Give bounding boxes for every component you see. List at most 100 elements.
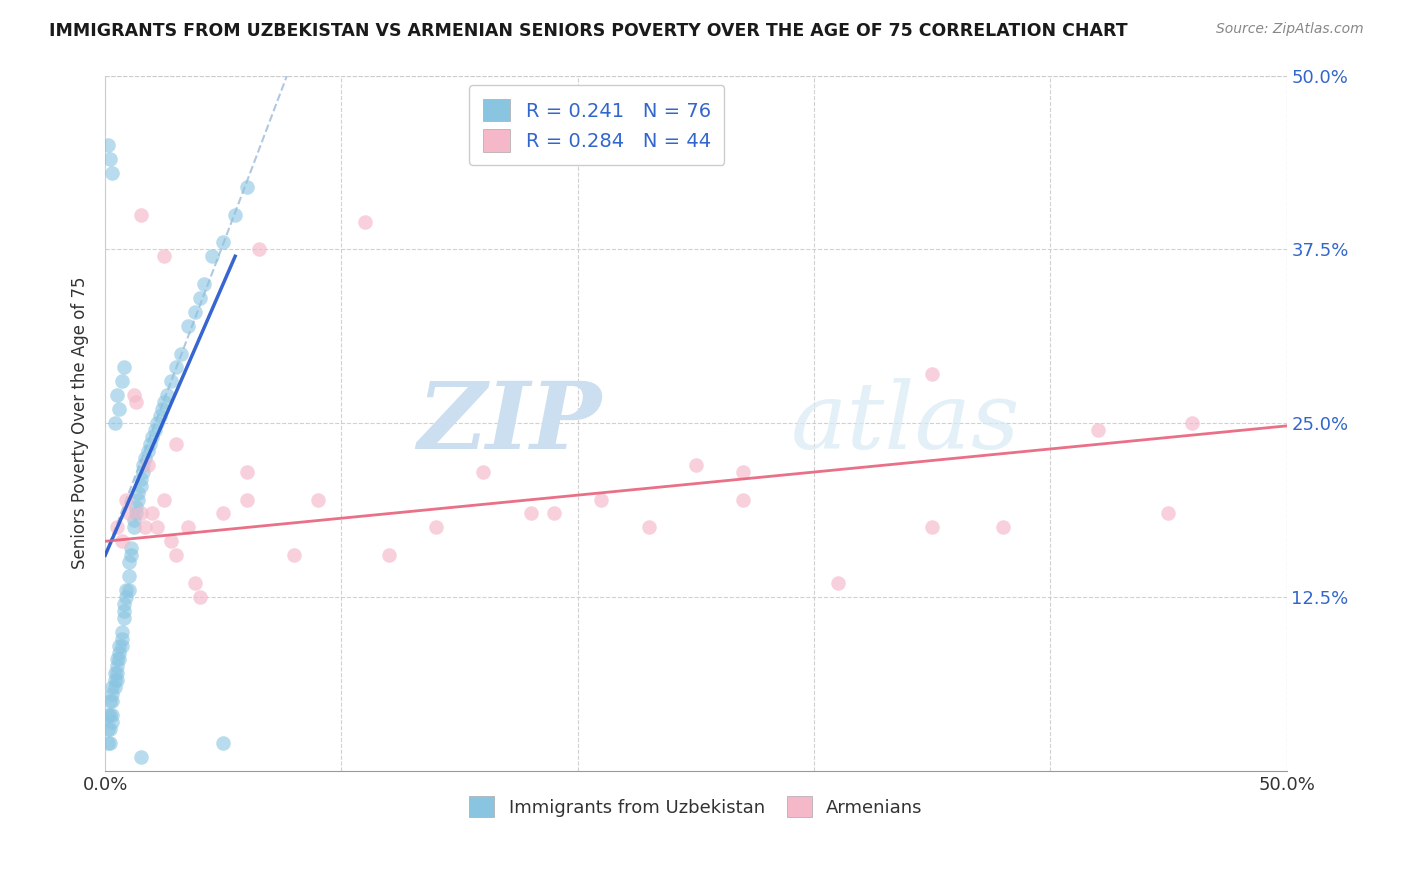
Point [921, 368, 943, 382]
Point [146, 416, 169, 430]
Point [132, 465, 155, 479]
Point [170, 346, 193, 360]
Point [115, 582, 138, 597]
Point [1181, 416, 1204, 430]
Point [122, 513, 145, 527]
Point [104, 666, 127, 681]
Point [543, 507, 565, 521]
Point [104, 416, 127, 430]
Point [112, 604, 135, 618]
Point [733, 492, 755, 507]
Point [184, 576, 207, 591]
Text: Source: ZipAtlas.com: Source: ZipAtlas.com [1216, 22, 1364, 37]
Point [160, 375, 183, 389]
Point [129, 749, 152, 764]
Point [184, 305, 207, 319]
Point [160, 534, 183, 549]
Point [165, 437, 187, 451]
Point [111, 624, 134, 639]
Point [112, 597, 135, 611]
Point [97, 736, 120, 750]
Point [1157, 507, 1180, 521]
Point [101, 708, 124, 723]
Point [132, 458, 155, 472]
Point [224, 208, 246, 222]
Point [127, 485, 149, 500]
Point [188, 291, 211, 305]
Point [1087, 423, 1109, 437]
Point [156, 388, 179, 402]
Point [105, 388, 128, 402]
Point [105, 673, 128, 688]
Point [165, 548, 187, 562]
Point [212, 507, 235, 521]
Point [112, 611, 135, 625]
Point [105, 520, 128, 534]
Point [236, 179, 259, 194]
Point [139, 437, 162, 451]
Point [98, 722, 121, 736]
Point [111, 534, 134, 549]
Point [354, 214, 377, 228]
Point [136, 458, 159, 472]
Point [97, 722, 120, 736]
Point [153, 395, 176, 409]
Point [104, 680, 127, 694]
Point [236, 465, 259, 479]
Point [307, 492, 329, 507]
Point [101, 687, 124, 701]
Point [143, 423, 166, 437]
Point [120, 548, 142, 562]
Legend: Immigrants from Uzbekistan, Armenians: Immigrants from Uzbekistan, Armenians [461, 789, 929, 824]
Point [129, 507, 152, 521]
Point [118, 582, 141, 597]
Point [165, 360, 187, 375]
Point [111, 375, 134, 389]
Point [115, 590, 138, 604]
Point [111, 632, 134, 646]
Point [247, 242, 270, 256]
Point [136, 444, 159, 458]
Point [101, 680, 124, 694]
Point [115, 492, 138, 507]
Point [118, 507, 141, 521]
Point [127, 492, 149, 507]
Point [134, 450, 156, 465]
Point [108, 646, 131, 660]
Point [105, 659, 128, 673]
Point [212, 736, 235, 750]
Point [125, 395, 148, 409]
Point [188, 590, 211, 604]
Point [146, 520, 169, 534]
Point [177, 520, 200, 534]
Point [283, 548, 305, 562]
Point [101, 714, 124, 729]
Point [129, 472, 152, 486]
Text: IMMIGRANTS FROM UZBEKISTAN VS ARMENIAN SENIORS POVERTY OVER THE AGE OF 75 CORREL: IMMIGRANTS FROM UZBEKISTAN VS ARMENIAN S… [49, 22, 1128, 40]
Point [108, 402, 131, 417]
Point [118, 569, 141, 583]
Y-axis label: Seniors Poverty Over the Age of 75: Seniors Poverty Over the Age of 75 [72, 277, 89, 569]
Point [122, 520, 145, 534]
Point [141, 507, 163, 521]
Point [97, 708, 120, 723]
Point [112, 360, 135, 375]
Point [591, 492, 613, 507]
Text: atlas: atlas [790, 378, 1019, 468]
Point [236, 492, 259, 507]
Point [472, 465, 495, 479]
Point [98, 694, 121, 708]
Point [425, 520, 447, 534]
Point [177, 318, 200, 333]
Point [98, 736, 121, 750]
Point [129, 208, 152, 222]
Point [120, 541, 142, 556]
Point [827, 576, 849, 591]
Point [98, 708, 121, 723]
Point [108, 639, 131, 653]
Point [519, 507, 541, 521]
Point [105, 652, 128, 666]
Point [150, 402, 173, 417]
Point [118, 555, 141, 569]
Point [97, 138, 120, 153]
